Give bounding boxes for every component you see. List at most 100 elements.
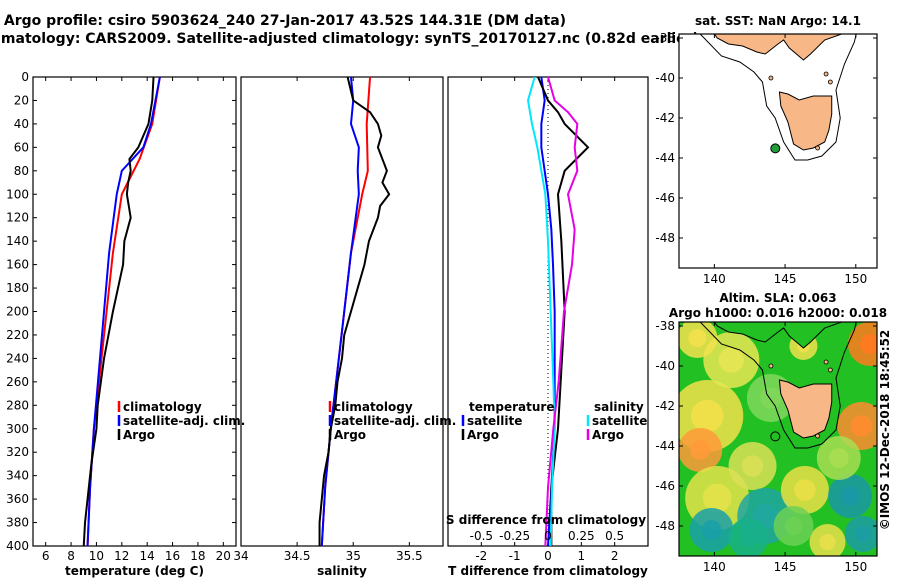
lat-tick-label: -38 — [655, 31, 675, 45]
tasmania-land — [778, 91, 833, 151]
island — [768, 75, 774, 81]
sla-anomaly-core — [739, 529, 758, 547]
y-tick-label: 200 — [6, 305, 29, 319]
title-line1: Argo profile: csiro 5903624_240 27-Jan-2… — [4, 13, 566, 29]
x-tick-label: 6 — [42, 549, 50, 563]
island — [823, 71, 829, 77]
lon-tick-label: 140 — [703, 560, 726, 574]
sla-anomaly-core — [860, 334, 877, 354]
lat-tick-label: -44 — [655, 439, 675, 453]
legend-label: satellite — [467, 414, 522, 428]
y-tick-label: 60 — [14, 140, 29, 154]
series-line-satellite-adj-clim- — [320, 76, 360, 547]
y-tick-label: 160 — [6, 258, 29, 272]
sla-anomaly-core — [701, 520, 722, 540]
x-tick-label: 14 — [140, 549, 155, 563]
y-tick-label: 20 — [14, 93, 29, 107]
temperature-profile: 0 20 40 60 80 100 120 140 160 180 200 220 240 260 280 3… — [6, 70, 245, 578]
legend-label: Argo — [123, 428, 155, 442]
y-tick-label: 100 — [6, 187, 29, 201]
series-line-salinity-argo — [544, 76, 579, 547]
x-tick-label: 35 — [346, 549, 361, 563]
sla-map: -38 -40 -42 -44 -46 -48 140 145 150 Altim. SLA: 0… — [655, 291, 887, 574]
tasmania-land — [778, 379, 833, 439]
island — [827, 79, 833, 85]
legend-label: Argo — [467, 428, 499, 442]
plot-frame — [32, 76, 237, 547]
y-tick-label: 180 — [6, 281, 29, 295]
y-tick-label: 360 — [6, 492, 29, 506]
series-line-climatology — [86, 76, 161, 547]
y-tick-label: 300 — [6, 422, 29, 436]
difference-profile: -2 -1 0 1 2T difference from climatology -0.5… — [446, 76, 649, 578]
sla-anomaly-core — [688, 329, 707, 347]
x2-tick-label: 0 — [544, 529, 552, 543]
x-tick-label: 2 — [611, 549, 619, 563]
lon-tick-label: 150 — [844, 272, 867, 286]
x-tick-label: 1 — [578, 549, 586, 563]
x-axis-label: T difference from climatology — [448, 564, 648, 578]
y-tick-label: 400 — [6, 539, 29, 553]
sla-map-subtitle: Argo h1000: 0.016 h2000: 0.018 — [669, 306, 887, 320]
y-tick-label: 340 — [6, 469, 29, 483]
map-content — [679, 322, 877, 556]
mainland-land — [685, 34, 844, 61]
salinity-profile: 34 34.5 35 35.5 salinity climatologysatellite… — [233, 76, 456, 578]
lat-tick-label: -42 — [655, 111, 675, 125]
argo-float-marker — [770, 143, 781, 154]
lat-tick-label: -46 — [655, 191, 675, 205]
series-line-salinity-satellite — [526, 76, 556, 547]
y-tick-label: 140 — [6, 234, 29, 248]
x-tick-label: 35.5 — [396, 549, 423, 563]
x-tick-label: 16 — [165, 549, 180, 563]
plot-frame — [447, 76, 649, 547]
lat-tick-label: -46 — [655, 479, 675, 493]
legend-label: satellite — [592, 414, 647, 428]
sla-anomaly-core — [840, 486, 861, 506]
series-line-argo — [318, 76, 391, 546]
x-tick-label: 8 — [67, 549, 75, 563]
island — [768, 363, 774, 369]
map-frame — [678, 321, 878, 557]
legend-title-temperature: temperature — [469, 400, 554, 414]
series-line-satellite-adj-clim- — [86, 76, 161, 547]
title-line2: Climatology: CARS2009. Satellite-adjuste… — [0, 31, 699, 47]
x2-axis-label: S difference from climatology — [446, 513, 646, 527]
legend-label: Argo — [334, 428, 366, 442]
sst-map-title: sat. SST: NaN Argo: 14.1 — [695, 14, 861, 28]
sla-anomaly-core — [794, 479, 816, 501]
argo-float-marker — [770, 431, 781, 442]
sst-map: -38 -40 -42 -44 -46 -48 140 145 150 sat. SST: NaN… — [655, 14, 878, 286]
lon-tick-label: 145 — [774, 560, 797, 574]
x-axis-label: temperature (deg C) — [65, 564, 204, 578]
y-tick-label: 320 — [6, 445, 29, 459]
legend-title-salinity: salinity — [594, 400, 644, 414]
legend-label: climatology — [334, 400, 413, 414]
y-tick-label: 120 — [6, 211, 29, 225]
x-tick-label: -2 — [475, 549, 487, 563]
mainland-land — [685, 322, 844, 349]
lon-tick-label: 140 — [703, 272, 726, 286]
island — [815, 433, 820, 439]
shelf-contour — [699, 34, 857, 161]
plot-frame — [240, 76, 444, 547]
legend-label: climatology — [123, 400, 202, 414]
lon-tick-label: 145 — [774, 272, 797, 286]
sla-anomaly-core — [828, 448, 849, 468]
x-tick-label: -1 — [509, 549, 521, 563]
sla-anomaly-core — [854, 525, 871, 543]
y-tick-label: 40 — [14, 117, 29, 131]
series-line-argo — [82, 76, 155, 547]
x-tick-label: 34.5 — [284, 549, 311, 563]
sla-anomaly-core — [760, 387, 782, 409]
legend-label: satellite-adj. clim. — [123, 414, 245, 428]
x2-tick-label: -0.25 — [499, 529, 530, 543]
lat-tick-label: -40 — [655, 359, 675, 373]
lat-tick-label: -38 — [655, 319, 675, 333]
x-tick-label: 34 — [233, 549, 248, 563]
x-tick-label: 12 — [114, 549, 129, 563]
lon-tick-label: 150 — [844, 560, 867, 574]
series-line-climatology — [320, 76, 372, 547]
sla-anomaly-core — [741, 455, 764, 477]
